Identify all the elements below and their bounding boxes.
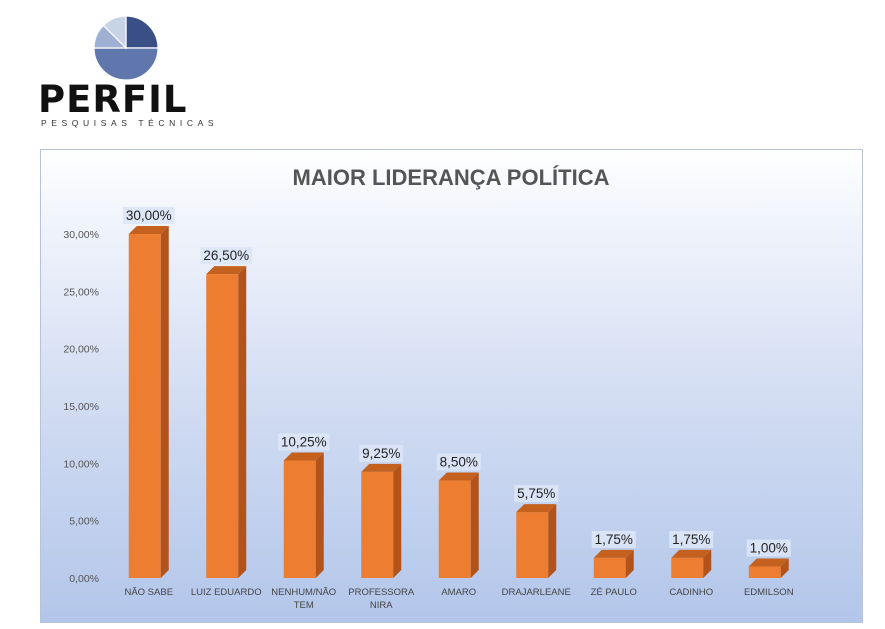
bar-front <box>671 557 704 578</box>
bar <box>593 549 634 578</box>
logo-slice-pale <box>102 16 127 50</box>
data-label-box <box>746 539 791 557</box>
data-label-box <box>514 485 559 503</box>
x-category-label: DRAJARLEANE <box>502 587 571 598</box>
data-label: 10,25% <box>277 433 330 451</box>
bar-top <box>438 472 479 481</box>
bar-front <box>206 274 239 578</box>
x-category-label: PROFESSORA NIRA <box>348 587 415 611</box>
data-label-box <box>277 433 330 451</box>
bar-side <box>780 558 789 578</box>
data-label: 1,75% <box>591 530 636 548</box>
data-label-box <box>436 453 481 471</box>
data-label-text: 10,25% <box>281 434 327 449</box>
pie-logo-icon <box>94 16 158 80</box>
y-tick-label: 0,00% <box>69 573 99 585</box>
data-label: 1,00% <box>746 539 791 557</box>
data-label: 5,75% <box>514 485 559 503</box>
bar <box>128 226 169 578</box>
bar-top <box>206 266 247 275</box>
bar <box>283 452 324 578</box>
bar-side <box>315 452 324 578</box>
data-label-text: 1,00% <box>750 541 788 556</box>
data-label-text: 26,50% <box>203 248 249 263</box>
bar-front <box>283 460 316 578</box>
perfil-logo: PERFIL PESQUISAS TÉCNICAS <box>38 14 223 132</box>
bar-top <box>593 549 634 558</box>
logo-tagline: PESQUISAS TÉCNICAS <box>41 118 219 128</box>
data-label: 9,25% <box>359 444 404 462</box>
data-label-text: 5,75% <box>517 486 555 501</box>
data-label: 1,75% <box>669 530 714 548</box>
logo-wordmark: PERFIL <box>38 78 188 121</box>
data-label-box <box>591 530 636 548</box>
bar <box>438 472 479 578</box>
bar-front <box>748 566 781 578</box>
bar-front <box>128 234 161 578</box>
bar-top <box>128 226 169 234</box>
bar-front <box>516 512 549 578</box>
y-tick-label: 30,00% <box>63 229 99 241</box>
bar-top <box>361 463 402 472</box>
y-axis: 0,00% 5,00% 10,00% 15,00% 20,00% 25,00% 30,00% <box>63 229 99 585</box>
chart-panel: MAIOR LIDERANÇA POLÍTICA 0,00% 5,00% 10,00… <box>40 149 863 623</box>
data-label-box <box>200 247 253 265</box>
data-label-text: 1,75% <box>672 532 710 547</box>
bars: 30,00% 26,50% 10,25% 9,25% 8,50% 5,75% 1,75% 1,… <box>122 207 791 578</box>
bar <box>748 558 789 578</box>
data-label-box <box>359 444 404 462</box>
bar <box>361 463 402 578</box>
data-label-text: 30,00% <box>126 208 172 223</box>
bar-side <box>548 504 557 578</box>
x-category-label: CADINHO <box>669 587 713 598</box>
bar <box>671 549 712 578</box>
bar-top <box>283 452 324 461</box>
y-tick-label: 10,00% <box>63 458 99 470</box>
x-category-label: NENHUM/NÃO TEM <box>271 587 336 611</box>
bar-side <box>238 266 247 578</box>
bar-front <box>593 557 626 578</box>
x-axis: NÃO SABE LUIZ EDUARDO NENHUM/NÃO TEM PROFESS… <box>124 587 793 611</box>
bar-side <box>470 472 479 578</box>
bar-chart: MAIOR LIDERANÇA POLÍTICA 0,00% 5,00% 10,00… <box>63 165 793 611</box>
data-label: 30,00% <box>122 207 175 224</box>
bar-side <box>160 226 169 578</box>
bar-side <box>703 549 712 578</box>
bar <box>206 266 247 578</box>
x-category-label: AMARO <box>441 587 476 598</box>
y-tick-label: 15,00% <box>63 401 99 413</box>
data-label-box <box>122 207 175 224</box>
bar <box>516 504 557 578</box>
x-category-label: EDMILSON <box>744 587 794 598</box>
bar-front <box>438 480 471 578</box>
x-category-label: ZÉ PAULO <box>591 587 637 598</box>
y-tick-label: 25,00% <box>63 286 99 298</box>
x-category-label: NÃO SABE <box>124 587 173 598</box>
data-label-text: 1,75% <box>595 532 633 547</box>
bar-top <box>748 558 789 567</box>
data-label-text: 9,25% <box>362 446 400 461</box>
data-label: 8,50% <box>436 453 481 471</box>
bar-side <box>393 463 402 578</box>
x-category-label: LUIZ EDUARDO <box>191 587 262 598</box>
data-label-box <box>669 530 714 548</box>
data-label: 26,50% <box>200 247 253 265</box>
data-label-text: 8,50% <box>440 455 478 470</box>
y-tick-label: 20,00% <box>63 344 99 356</box>
bar-top <box>671 549 712 558</box>
chart-title: MAIOR LIDERANÇA POLÍTICA <box>293 165 610 190</box>
bar-front <box>361 471 394 578</box>
bar-side <box>625 549 634 578</box>
logo-slice-mid <box>94 47 158 80</box>
logo-slice-dark <box>125 16 158 49</box>
y-tick-label: 5,00% <box>69 516 99 528</box>
bar-top <box>516 504 557 513</box>
